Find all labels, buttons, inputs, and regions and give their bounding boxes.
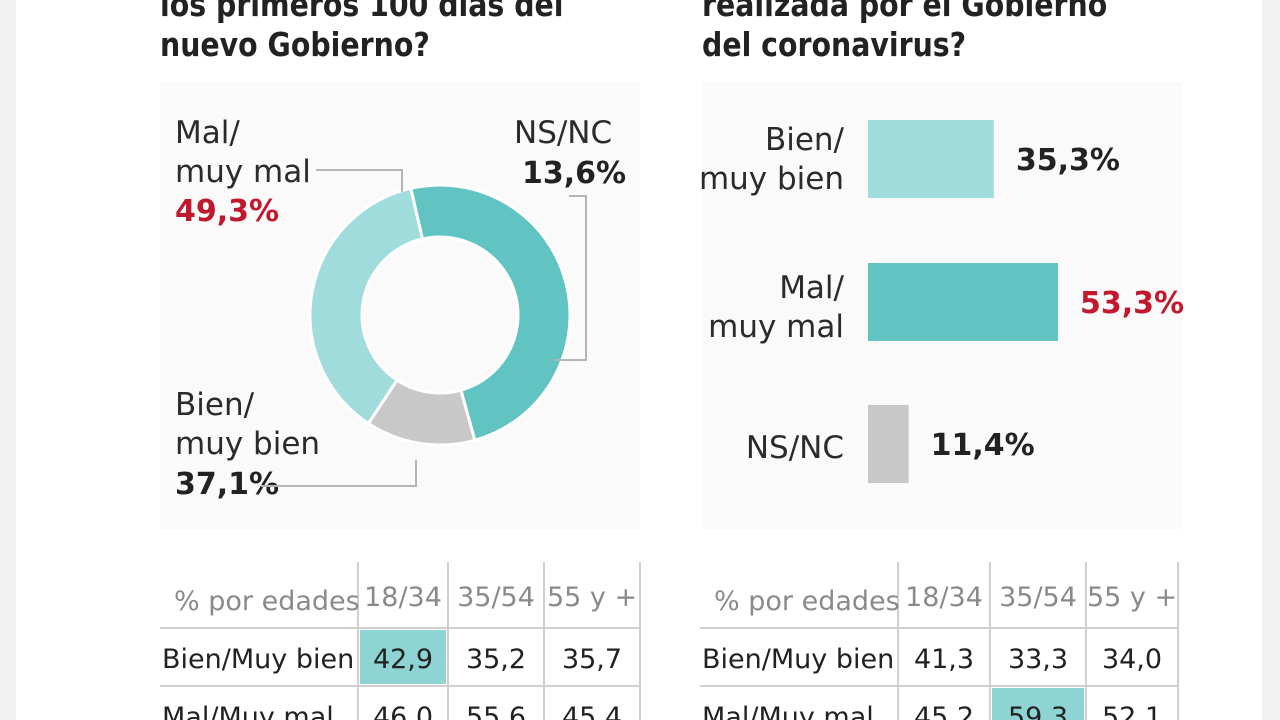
right-table-cell: 41,3 [914, 644, 974, 675]
right-title-line-2: del coronavirus? [702, 25, 967, 64]
nsnc-label: NS/NC [514, 115, 612, 151]
right-table-column-header: 18/34 [905, 582, 983, 613]
mal-value-label: 49,3% [175, 194, 279, 229]
mal-label-line-2: muy mal [175, 154, 311, 190]
table-highlight-cell [360, 630, 446, 684]
bien-leader-line [261, 460, 417, 487]
donut-slice-mal [408, 183, 572, 443]
left-table-cell: 42,9 [373, 644, 433, 675]
left-table-cell: 45,4 [562, 702, 622, 720]
left-table-cell: 46,0 [373, 702, 433, 720]
right-table-cell: 34,0 [1102, 644, 1162, 675]
bar-nsnc-value-label: 11,4% [931, 428, 1035, 463]
bar-bien-value-label: 35,3% [1016, 143, 1120, 178]
left-chart-title: los primeros 100 días del nuevo Gobierno… [160, 0, 564, 65]
left-title-line-1: los primeros 100 días del [160, 0, 564, 24]
mal-label-line-1: Mal/ [175, 115, 240, 151]
bar-bien [868, 120, 994, 198]
left-table-cell: 35,2 [466, 644, 526, 675]
right-table-column-header: 35/54 [999, 582, 1077, 613]
left-table-row-label: Mal/Muy mal [162, 702, 334, 720]
right-table-column-header: 55 y + [1087, 582, 1177, 613]
bien-label-line-2: muy bien [175, 426, 320, 462]
right-table-row-label: Bien/Muy bien [702, 644, 894, 675]
charts-canvas: Mal/ muy mal 49,3% NS/NC 13,6% Bien/ muy… [160, 82, 1184, 720]
left-table-cell: 55,6 [466, 702, 526, 720]
mal-leader-line [316, 169, 403, 192]
infographic-panel: los primeros 100 días del nuevo Gobierno… [16, 0, 1262, 720]
right-table-cell: 52,1 [1102, 702, 1162, 720]
right-title-line-1: realizada por el Gobierno [702, 0, 1108, 24]
right-table-header: % por edades [714, 586, 900, 617]
donut-slice-bien [308, 186, 425, 426]
bar-mal-value-label: 53,3% [1080, 286, 1184, 321]
bar-mal-label-line-2: muy mal [708, 309, 844, 345]
left-table-cell: 35,7 [562, 644, 622, 675]
right-chart-title: realizada por el Gobierno del coronaviru… [702, 0, 1107, 65]
bar-nsnc [868, 405, 909, 483]
bar-nsnc-label: NS/NC [746, 430, 844, 466]
left-table-column-header: 18/34 [364, 582, 442, 613]
bien-value-label: 37,1% [175, 467, 279, 502]
bar-bien-label-line-1: Bien/ [765, 122, 845, 158]
bar-mal-label-line-1: Mal/ [779, 270, 844, 306]
right-table-cell: 59,3 [1008, 702, 1068, 720]
left-table-row-label: Bien/Muy bien [162, 644, 354, 675]
bien-label-line-1: Bien/ [175, 387, 255, 423]
left-table-header: % por edades [174, 586, 360, 617]
left-title-line-2: nuevo Gobierno? [160, 25, 430, 64]
table-highlight-cell [992, 688, 1084, 720]
nsnc-leader-line [554, 195, 587, 361]
nsnc-value-label: 13,6% [522, 156, 626, 191]
donut-chart [308, 183, 572, 447]
bar-bien-label-line-2: muy bien [699, 161, 844, 197]
bar-chart: 35,3% 53,3% 11,4% [868, 120, 1184, 483]
right-table-cell: 33,3 [1008, 644, 1068, 675]
age-tables: % por edades 18/34 35/54 55 y +Bien/Muy bie… [160, 562, 1179, 720]
right-table-row-label: Mal/Muy mal [702, 702, 874, 720]
left-table-column-header: 35/54 [457, 582, 535, 613]
bar-mal [868, 263, 1058, 341]
left-table-column-header: 55 y + [547, 582, 637, 613]
right-table-cell: 45,2 [914, 702, 974, 720]
